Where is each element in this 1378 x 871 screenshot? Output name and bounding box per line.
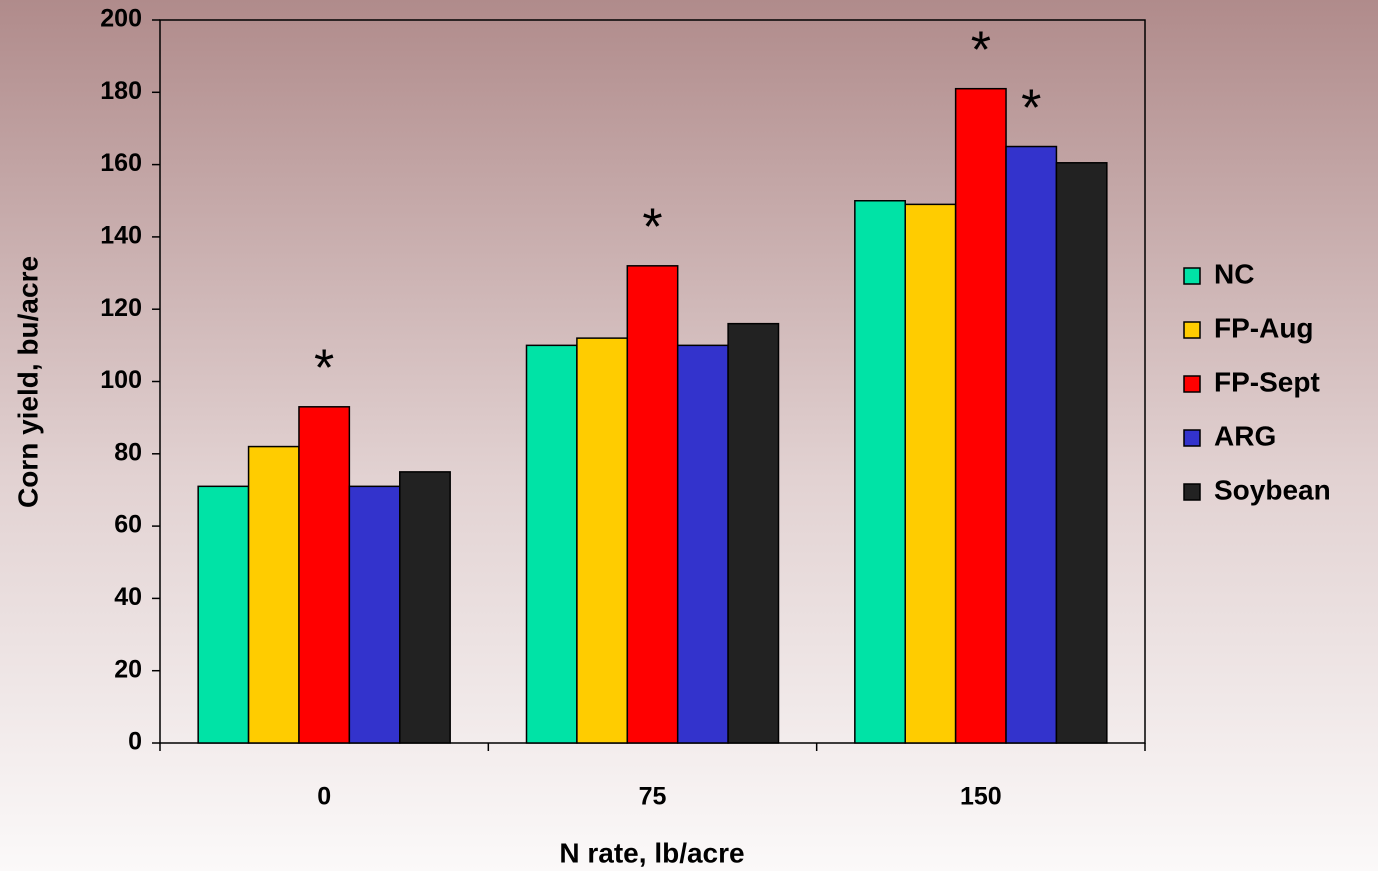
x-tick-label: 75 [639,783,667,811]
legend-swatch [1184,322,1200,338]
bar [1006,147,1056,743]
legend-label: NC [1214,258,1254,289]
y-tick-label: 60 [114,511,142,539]
y-axis-title: Corn yield, bu/acre [12,256,43,508]
bar [1056,163,1106,743]
annotation: * [1021,79,1041,137]
y-tick-label: 180 [100,77,142,105]
y-tick-label: 80 [114,438,142,466]
legend-label: Soybean [1214,474,1331,505]
x-axis-title: N rate, lb/acre [559,837,744,868]
bar [198,486,248,743]
bar [627,266,677,743]
bar [299,407,349,743]
annotation: * [971,21,991,79]
y-tick-label: 20 [114,655,142,683]
y-tick-label: 160 [100,149,142,177]
y-tick-label: 100 [100,366,142,394]
bar [527,345,577,743]
legend-swatch [1184,376,1200,392]
legend-label: FP-Sept [1214,366,1320,397]
bar [728,324,778,743]
y-tick-label: 40 [114,583,142,611]
y-tick-label: 0 [128,728,142,756]
legend-swatch [1184,430,1200,446]
annotation: * [642,199,662,257]
y-tick-label: 120 [100,294,142,322]
bar [905,204,955,743]
x-tick-label: 150 [960,783,1002,811]
bar [956,89,1006,743]
legend-swatch [1184,484,1200,500]
y-tick-label: 200 [100,5,142,33]
bar [349,486,399,743]
bar [577,338,627,743]
x-tick-label: 0 [317,783,331,811]
chart: N rate, lb/acre Corn yield, bu/acre 0 20 4… [0,0,1378,871]
y-tick-label: 140 [100,222,142,250]
bar [249,447,299,743]
bar [678,345,728,743]
bar [855,201,905,743]
bar [400,472,450,743]
legend-label: ARG [1214,420,1276,451]
annotation: * [314,340,334,398]
legend-label: FP-Aug [1214,312,1314,343]
legend-swatch [1184,268,1200,284]
